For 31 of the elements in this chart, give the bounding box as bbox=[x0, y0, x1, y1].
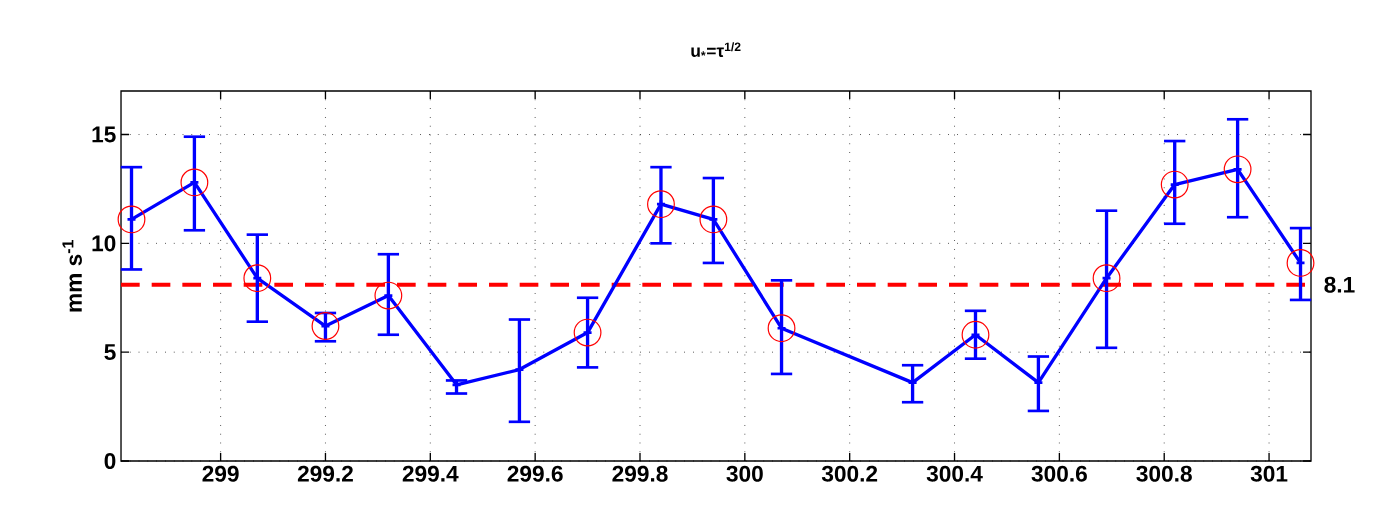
y-tick-label: 15 bbox=[92, 126, 116, 143]
point bbox=[117, 205, 146, 234]
y-tick-label: 5 bbox=[104, 344, 116, 361]
x-tick-label: 299.6 bbox=[507, 465, 563, 482]
x-tick-label: 300.8 bbox=[1136, 465, 1192, 482]
chart-title: u$_{*}$=τ$^{1/2}$ bbox=[691, 42, 741, 57]
ref-line-label: 8.1 bbox=[1324, 276, 1355, 293]
point bbox=[1223, 155, 1252, 184]
x-tick-label: 301 bbox=[1250, 465, 1288, 482]
point bbox=[573, 318, 602, 347]
point bbox=[243, 264, 272, 293]
y-tick-label: 10 bbox=[92, 235, 116, 252]
point bbox=[961, 320, 990, 349]
x-tick-label: 300.4 bbox=[926, 465, 983, 482]
point bbox=[1286, 249, 1315, 277]
point bbox=[767, 314, 796, 343]
point bbox=[1092, 264, 1121, 293]
x-tick-label: 300.2 bbox=[821, 465, 878, 482]
y-axis-title: mm s$^{-1}$ bbox=[62, 240, 82, 312]
point bbox=[374, 281, 403, 310]
point bbox=[1160, 170, 1189, 199]
x-tick-label: 299.4 bbox=[402, 465, 459, 482]
y-tick-label: 0 bbox=[104, 452, 116, 470]
point bbox=[647, 190, 675, 219]
x-tick-label: 300 bbox=[726, 465, 763, 482]
x-tick-label: 299 bbox=[202, 465, 239, 482]
x-tick-label: 299.2 bbox=[297, 465, 353, 482]
point bbox=[180, 168, 209, 197]
x-tick-label: 300.6 bbox=[1031, 465, 1087, 482]
x-tick-label: 299.8 bbox=[612, 465, 668, 482]
point bbox=[699, 205, 728, 234]
